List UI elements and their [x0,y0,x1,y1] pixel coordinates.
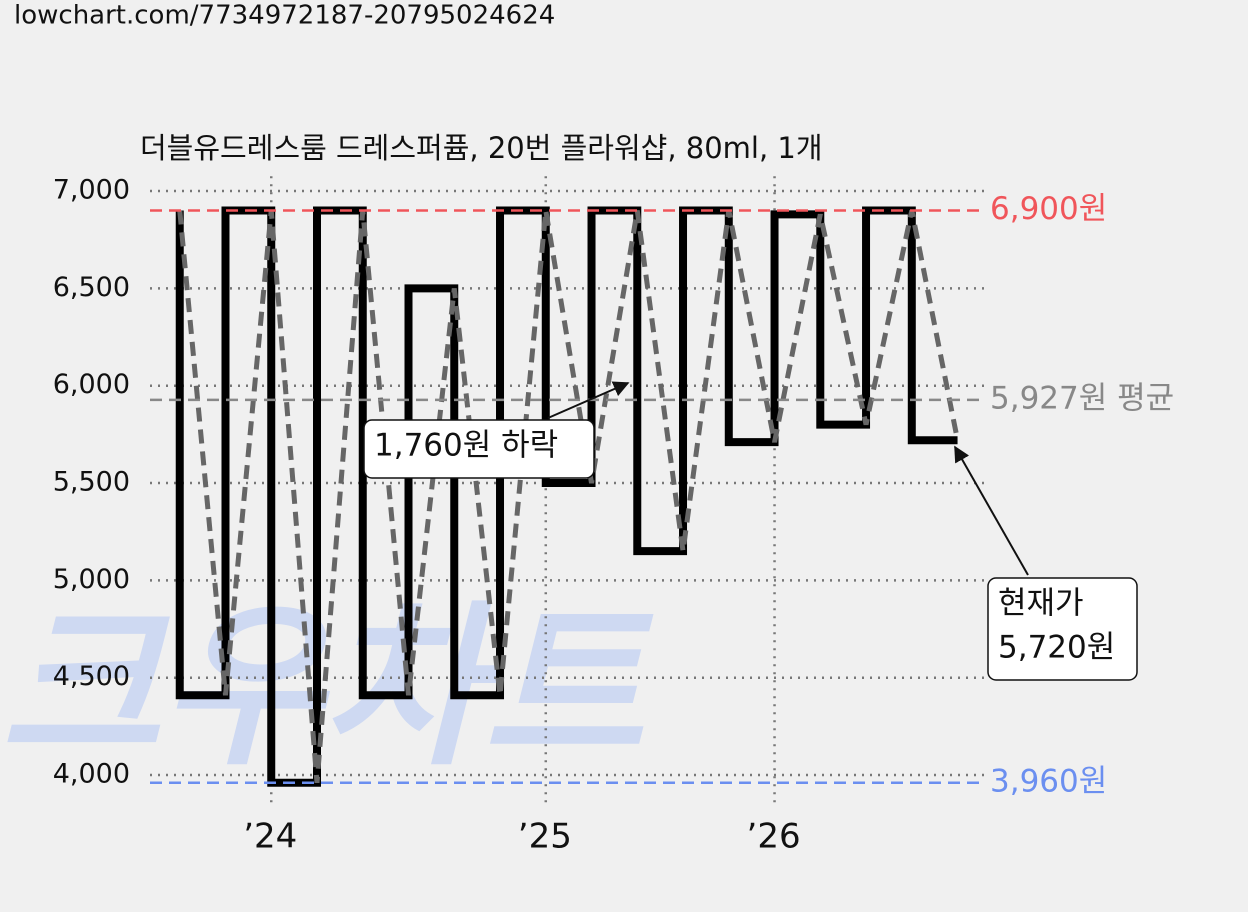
annotation-arrow [954,445,1029,576]
page-url: lowchart.com/7734972187-20795024624 [14,1,555,31]
y-tick-label: 4,000 [53,759,130,790]
annotation-text: 현재가 [998,586,1084,622]
y-tick-label: 5,500 [53,467,130,498]
annotation-arrow [547,381,630,419]
x-tick-label: ’24 [243,817,297,857]
reference-label: 3,960원 [990,763,1107,799]
y-tick-label: 7,000 [53,175,130,206]
y-tick-label: 4,500 [53,661,130,692]
annotation-box [363,419,595,479]
y-tick-label: 6,500 [53,272,130,303]
x-tick-label: ’26 [747,817,801,857]
trend-line [177,209,960,784]
annotation-text: 1,760원 하락 [374,428,558,464]
annotation-text: 5,720원 [998,630,1115,666]
x-tick-label: ’25 [518,817,572,857]
y-tick-label: 6,000 [53,369,130,400]
reference-label: 6,900원 [990,191,1107,227]
annotation-box [987,577,1138,681]
step-line [175,206,958,787]
reference-label: 5,927원 평균 [990,380,1174,416]
chart-title: 더블유드레스룸 드레스퍼퓸, 20번 플라워샵, 80ml, 1개 [140,131,823,165]
y-tick-label: 5,000 [53,564,130,595]
